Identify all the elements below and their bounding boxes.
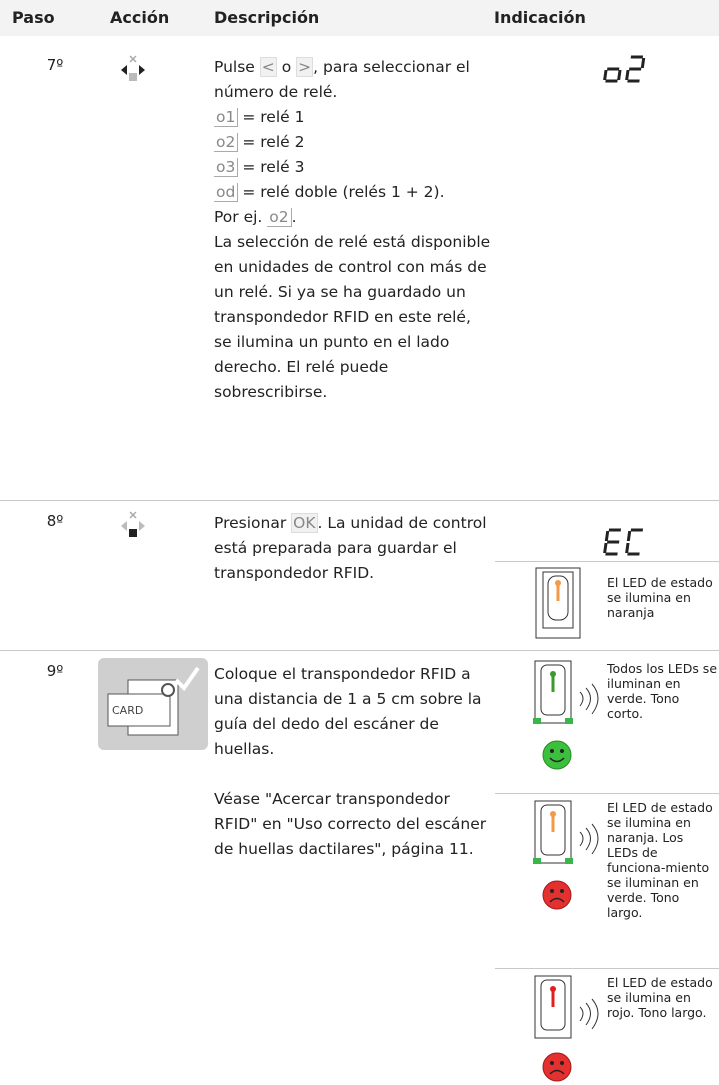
indication-text: El LED de estado se ilumina en naranja. …	[607, 800, 713, 920]
scanner-red	[534, 975, 599, 1082]
text: La selección de relé está disponible en …	[214, 233, 491, 401]
card-label: CARD	[112, 704, 144, 717]
key: OK	[291, 513, 318, 533]
card-icon: CARD	[98, 658, 208, 750]
step: 9º	[46, 662, 64, 680]
text: . La unidad de control está preparada pa…	[214, 514, 487, 582]
text: Por ej.	[214, 208, 263, 226]
header-cell: Indicación	[494, 8, 586, 27]
header-cell: Acción	[110, 8, 170, 27]
header-bg	[0, 0, 719, 36]
code: od	[214, 183, 239, 202]
description: Pulse < o >, para seleccionar el número …	[214, 55, 492, 405]
text: = relé 3	[242, 158, 305, 176]
indication-text: El LED de estado se ilumina en naranja	[607, 575, 713, 620]
row-divider	[0, 650, 719, 651]
header-cell: Descripción	[214, 8, 320, 27]
step: 7º	[46, 56, 64, 74]
text: Coloque el transpondedor RFID a una dist…	[214, 665, 482, 758]
code: o2	[267, 208, 292, 227]
text: .	[291, 208, 297, 226]
scanner-icon	[535, 567, 581, 639]
text: , para seleccionar el número de relé.	[214, 58, 470, 101]
text: o	[281, 58, 292, 76]
text: = relé doble (relés 1 + 2).	[242, 183, 445, 201]
cell-divider	[495, 968, 719, 969]
step: 8º	[46, 512, 64, 530]
indication-text: Todos los LEDs se iluminan en verde. Ton…	[607, 661, 718, 721]
text: Pulse	[214, 58, 255, 76]
header-cell: Paso	[12, 8, 55, 27]
display-ec	[603, 528, 644, 556]
scanner-orange	[533, 800, 599, 910]
key: >	[296, 57, 314, 77]
code: o3	[214, 158, 239, 177]
navigation-icon	[121, 511, 145, 537]
description: Coloque el transpondedor RFID a una dist…	[214, 662, 492, 862]
cell-divider	[495, 793, 719, 794]
text: = relé 1	[242, 108, 305, 126]
key: <	[259, 57, 277, 77]
text: Véase "Acercar transpondedor RFID" en "U…	[214, 790, 487, 858]
scanner-green	[533, 660, 599, 770]
cell-divider	[495, 561, 719, 562]
row-divider	[0, 500, 719, 501]
code: o2	[214, 133, 239, 152]
card-graphic	[107, 666, 200, 736]
text: = relé 2	[242, 133, 305, 151]
text: Presionar	[214, 514, 287, 532]
display-o2	[603, 55, 646, 83]
code: o1	[214, 108, 239, 127]
navigation-icon	[121, 55, 145, 81]
description: Presionar OK. La unidad de control está …	[214, 511, 492, 586]
indication-text: El LED de estado se ilumina en rojo. Ton…	[607, 975, 713, 1020]
